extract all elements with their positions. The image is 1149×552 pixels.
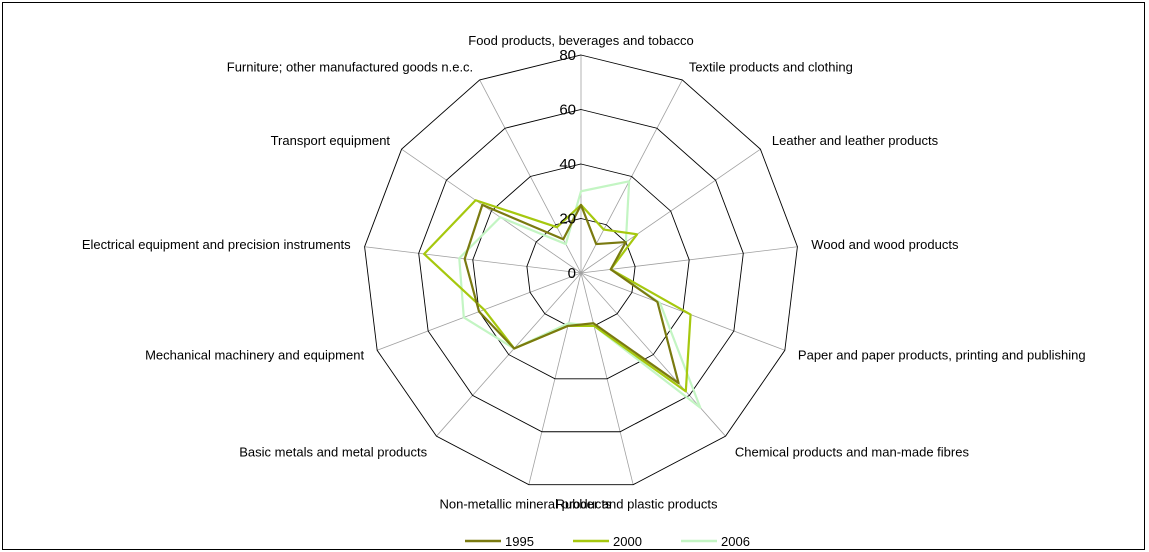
series-line-1995 <box>463 203 680 385</box>
radar-series <box>423 180 702 409</box>
category-label: Non-metallic mineral products <box>440 496 612 511</box>
tick-label: 40 <box>559 156 576 173</box>
grid-ring <box>364 54 798 486</box>
category-label: Furniture; other manufactured goods n.e.… <box>227 60 473 75</box>
category-label: Wood and wood products <box>811 237 959 252</box>
legend-label: 2000 <box>613 534 642 549</box>
category-label: Food products, beverages and tobacco <box>468 33 693 48</box>
legend-label: 1995 <box>505 534 534 549</box>
tick-label: 20 <box>559 211 576 228</box>
category-label: Leather and leather products <box>772 133 939 148</box>
radar-grid <box>364 54 798 486</box>
category-label: Transport equipment <box>271 133 391 148</box>
grid-ring <box>418 109 744 433</box>
category-label: Electrical equipment and precision instr… <box>82 237 351 252</box>
category-label: Chemical products and man-made fibres <box>735 445 970 460</box>
tick-label: 0 <box>568 265 576 282</box>
tick-label: 60 <box>559 102 576 119</box>
radial-tick-labels: 0 20 40 60 80 <box>559 47 576 282</box>
category-label: Textile products and clothing <box>689 60 853 75</box>
category-label: Rubber and plastic products <box>556 496 718 511</box>
series-line-2000 <box>423 199 692 393</box>
category-labels: Food products, beverages and tobacco Text… <box>82 33 1086 511</box>
category-label: Basic metals and metal products <box>239 445 427 460</box>
grid-ring <box>472 163 690 380</box>
tick-label: 80 <box>559 47 576 64</box>
legend-label: 2006 <box>721 534 750 549</box>
legend: 1995 2000 2006 <box>465 534 750 549</box>
category-label: Paper and paper products, printing and p… <box>798 347 1086 362</box>
category-label: Mechanical machinery and equipment <box>145 347 364 362</box>
